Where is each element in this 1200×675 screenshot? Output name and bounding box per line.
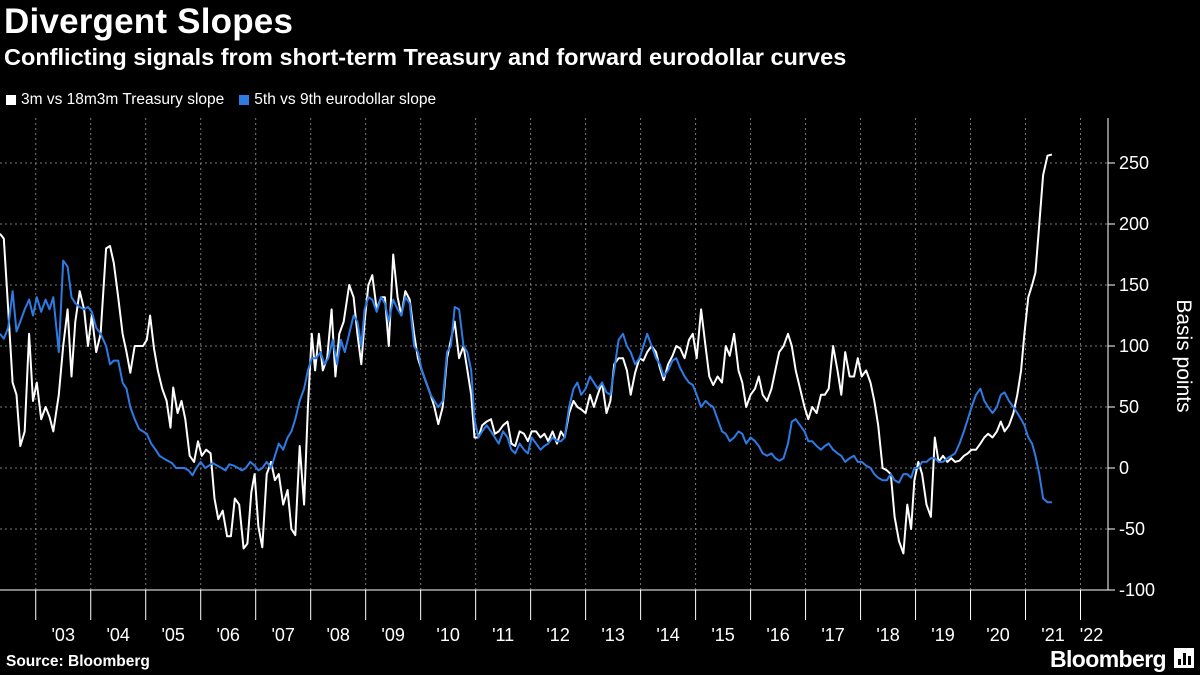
x-tick-label: '16 bbox=[766, 625, 789, 645]
x-tick-label: '14 bbox=[656, 625, 679, 645]
y-tick-label: 50 bbox=[1119, 397, 1139, 417]
treasury-slope-line bbox=[0, 153, 1053, 555]
y-tick-label: 150 bbox=[1119, 275, 1149, 295]
x-tick-label: '21 bbox=[1041, 625, 1064, 645]
brand-logo: Bloomberg bbox=[1050, 646, 1167, 672]
x-tick-label: '09 bbox=[381, 625, 404, 645]
y-tick-label: 250 bbox=[1119, 153, 1149, 173]
y-axis-title: Basis points bbox=[1172, 299, 1195, 412]
legend-item-eurodollar: 5th vs 9th eurodollar slope bbox=[239, 91, 436, 109]
x-tick-label: '07 bbox=[271, 625, 294, 645]
legend-swatch-eurodollar bbox=[239, 95, 250, 105]
x-tick-label: '11 bbox=[492, 625, 514, 645]
legend: 3m vs 18m3m Treasury slope 5th vs 9th eu… bbox=[6, 91, 451, 109]
y-tick-label: -50 bbox=[1119, 519, 1145, 539]
chart-subtitle: Conflicting signals from short-term Trea… bbox=[4, 44, 847, 70]
x-tick-label: '22 bbox=[1080, 625, 1103, 645]
bloomberg-chart-icon bbox=[1174, 648, 1194, 668]
x-tick-label: '08 bbox=[326, 625, 349, 645]
y-tick-label: 0 bbox=[1119, 458, 1129, 478]
legend-label-treasury: 3m vs 18m3m Treasury slope bbox=[21, 91, 225, 108]
x-tick-label: '19 bbox=[931, 625, 954, 645]
eurodollar-slope-line bbox=[0, 259, 1052, 504]
x-tick-label: '13 bbox=[601, 625, 624, 645]
x-tick-label: '12 bbox=[546, 625, 569, 645]
x-tick-label: '06 bbox=[216, 625, 239, 645]
x-tick-label: '10 bbox=[436, 625, 459, 645]
x-tick-label: '15 bbox=[711, 625, 734, 645]
y-tick-label: -100 bbox=[1119, 580, 1155, 600]
x-tick-label: '18 bbox=[876, 625, 899, 645]
x-tick-label: '20 bbox=[986, 625, 1009, 645]
legend-label-eurodollar: 5th vs 9th eurodollar slope bbox=[254, 91, 437, 108]
x-tick-label: '05 bbox=[161, 625, 184, 645]
x-tick-label: '03 bbox=[52, 625, 75, 645]
y-tick-label: 100 bbox=[1119, 336, 1149, 356]
x-tick-label: '17 bbox=[821, 625, 844, 645]
chart-title: Divergent Slopes bbox=[4, 2, 294, 41]
y-tick-label: 200 bbox=[1119, 214, 1149, 234]
x-tick-label: '04 bbox=[106, 625, 129, 645]
source-note: Source: Bloomberg bbox=[6, 653, 150, 670]
legend-swatch-treasury bbox=[6, 95, 16, 105]
legend-item-treasury: 3m vs 18m3m Treasury slope bbox=[6, 91, 224, 109]
